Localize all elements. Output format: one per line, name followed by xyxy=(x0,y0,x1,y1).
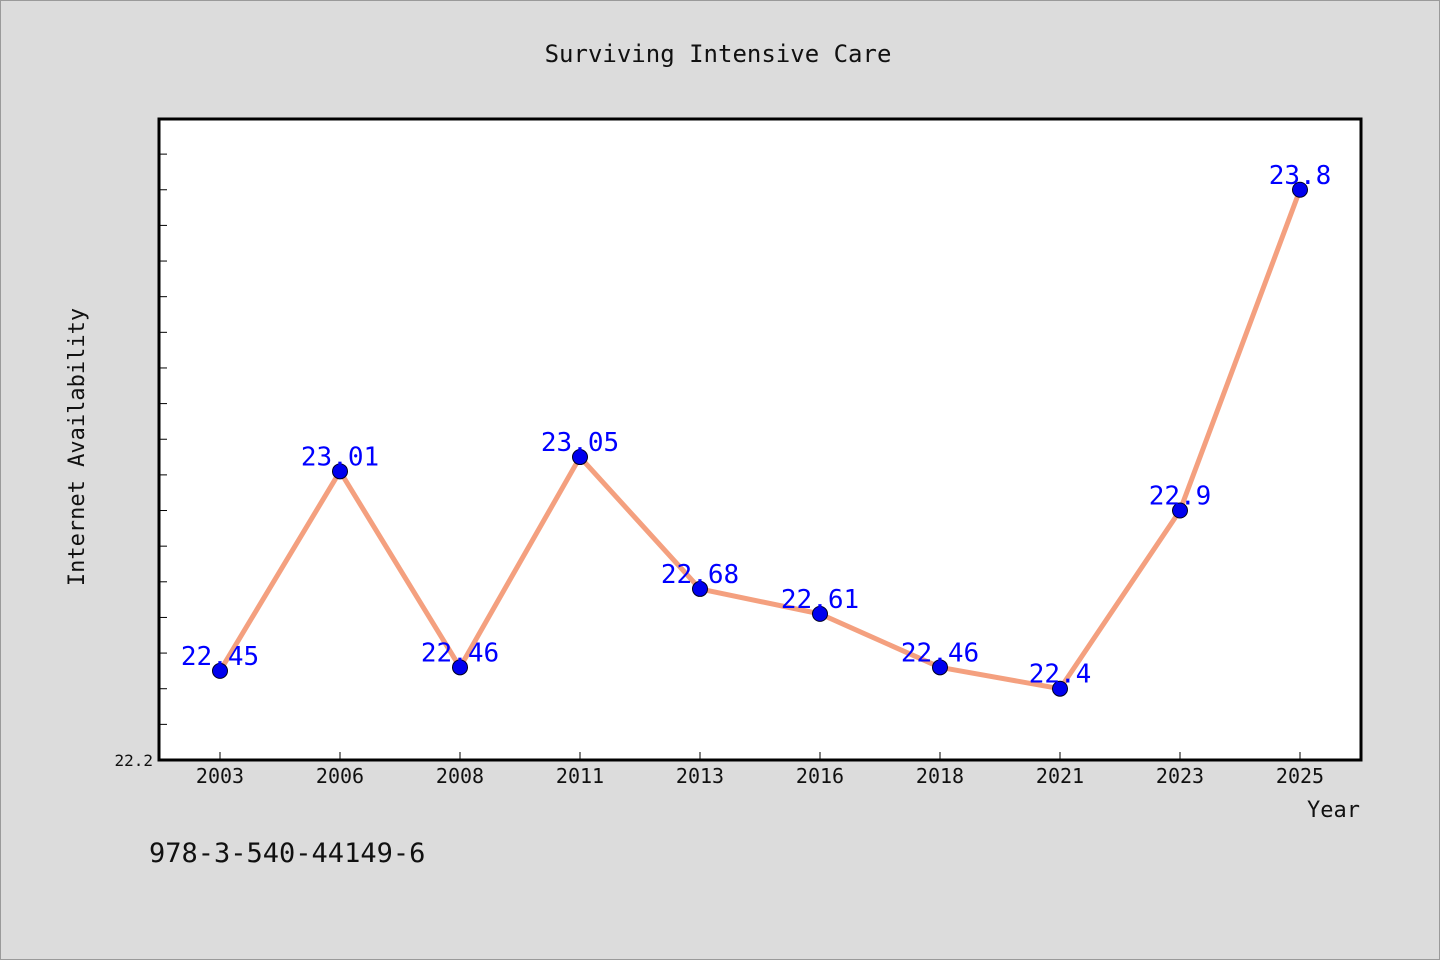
x-tick-label: 2011 xyxy=(556,764,604,788)
chart-title: Surviving Intensive Care xyxy=(545,40,892,68)
data-point xyxy=(692,580,708,597)
x-tick-label: 2006 xyxy=(316,764,364,788)
x-axis-label: Year xyxy=(1307,798,1360,823)
data-label: 22.68 xyxy=(661,560,739,590)
x-axis-ticks xyxy=(219,752,1301,760)
data-label: 22.4 xyxy=(1029,660,1092,690)
x-tick-label: 2023 xyxy=(1156,764,1204,788)
data-point xyxy=(452,659,468,676)
isbn-text: 978-3-540-44149-6 xyxy=(149,838,425,869)
data-label: 23.05 xyxy=(541,428,619,458)
x-tick-label: 2008 xyxy=(436,764,484,788)
x-tick-label: 2018 xyxy=(916,764,964,788)
data-label: 23.8 xyxy=(1269,161,1332,191)
data-point xyxy=(572,449,588,466)
data-label: 22.46 xyxy=(901,638,979,668)
x-axis-tick-labels: 2003 2006 2008 2011 2013 2016 2018 2021 2023 2025 xyxy=(196,764,1324,788)
x-tick-label: 2021 xyxy=(1036,764,1084,788)
x-tick-label: 2025 xyxy=(1276,764,1324,788)
x-tick-label: 2013 xyxy=(676,764,724,788)
data-label: 22.45 xyxy=(181,642,259,672)
plot-area xyxy=(157,117,1363,762)
data-point xyxy=(332,463,348,480)
y-axis-label: Internet Availability xyxy=(65,308,90,586)
y-tick-label: 22.2 xyxy=(114,751,153,770)
data-point xyxy=(1172,502,1188,519)
data-label: 22.9 xyxy=(1149,482,1212,512)
data-label: 22.61 xyxy=(781,585,859,615)
x-tick-label: 2003 xyxy=(196,764,244,788)
data-point xyxy=(812,605,828,622)
data-point xyxy=(212,662,228,679)
series-0: 22.45 23.01 22.46 23.05 22.68 22.61 22.46 22.4 2… xyxy=(181,161,1332,697)
data-label: 23.01 xyxy=(301,442,379,472)
data-label: 22.46 xyxy=(421,638,499,668)
data-point xyxy=(932,659,948,676)
x-tick-label: 2016 xyxy=(796,764,844,788)
data-point xyxy=(1052,680,1068,697)
data-point xyxy=(1292,181,1308,198)
series-line xyxy=(217,187,1303,692)
y-axis-ticks xyxy=(160,153,167,761)
